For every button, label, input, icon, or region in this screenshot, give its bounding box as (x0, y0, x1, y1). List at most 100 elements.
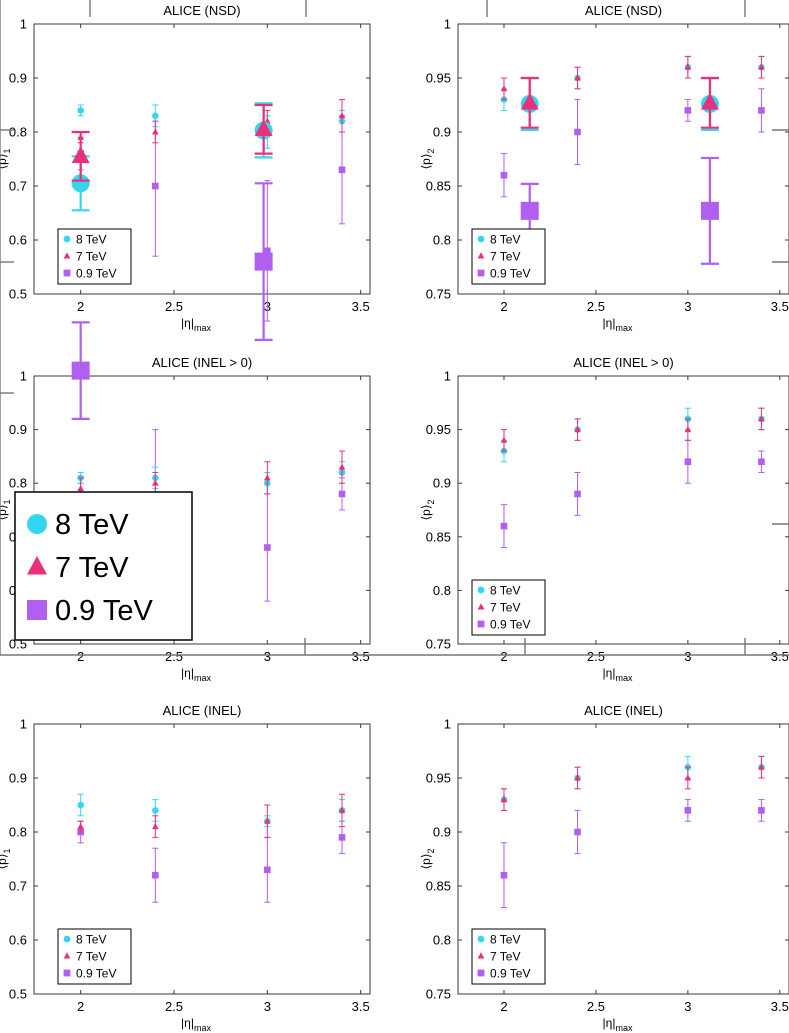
y-tick-label: 0.9 (433, 476, 451, 491)
data-point (684, 774, 692, 781)
y-tick-label: 0.95 (426, 71, 451, 86)
overlay-point (71, 174, 90, 193)
data-point (264, 474, 271, 481)
series-7-tev (77, 793, 346, 838)
x-tick-label: 3 (684, 999, 691, 1014)
y-axis-label: ⟨p⟩1 (0, 499, 12, 520)
plot-frame (457, 23, 789, 295)
data-point (152, 822, 159, 830)
y-axis-label-main: ⟨p⟩ (419, 504, 433, 520)
data-point (684, 425, 692, 433)
plot-frame (33, 23, 371, 295)
series-0-9-tev (500, 88, 765, 198)
data-point (77, 107, 84, 114)
data-point (758, 458, 765, 466)
y-axis-label-sub: 1 (2, 148, 12, 153)
y-tick-label: 0.85 (426, 179, 451, 194)
chart-title: ALICE (NSD) (585, 3, 662, 18)
legend-label: 7 TeV (76, 250, 106, 264)
x-axis-label: |η|max (603, 666, 633, 683)
x-axis-label-main: |η| (181, 666, 194, 680)
legend-marker (477, 935, 485, 943)
x-tick-label: 3 (684, 649, 691, 664)
data-point (500, 795, 508, 803)
x-tick-label: 3.5 (352, 299, 370, 314)
chart-title: ALICE (NSD) (163, 3, 240, 18)
y-tick-label: 0.95 (426, 771, 451, 786)
data-point (684, 107, 692, 114)
x-axis-label-sub: max (194, 1023, 212, 1033)
series-8-tev (500, 407, 765, 463)
y-axis-label-main: ⟨p⟩ (419, 853, 433, 869)
y-tick-label: 0.5 (9, 287, 27, 302)
legend-label: 7 TeV (490, 601, 520, 615)
y-tick-label: 1 (20, 717, 27, 732)
x-axis-label-sub: max (194, 323, 212, 333)
x-axis-label-sub: max (615, 323, 633, 333)
data-point (264, 817, 271, 824)
data-point (500, 522, 508, 530)
y-axis-label-main: ⟨p⟩ (0, 504, 9, 520)
series-0-9-tev (500, 439, 765, 549)
y-tick-label: 1 (444, 17, 451, 32)
y-axis-label-main: ⟨p⟩ (0, 153, 9, 169)
overlay-markers (71, 102, 273, 341)
data-point (264, 866, 271, 874)
y-tick-label: 0.85 (426, 529, 451, 544)
x-tick-label: 3 (264, 649, 271, 664)
series-7-tev (500, 407, 765, 452)
x-tick-label: 3 (264, 999, 271, 1014)
x-axis-label: |η|max (603, 316, 633, 333)
x-tick-label: 2.5 (165, 649, 183, 664)
y-tick-label: 0.8 (9, 125, 27, 140)
legend-marker (477, 952, 485, 959)
x-axis-label: |η|max (181, 666, 211, 683)
data-point (264, 544, 271, 551)
series-8-tev (500, 755, 765, 811)
y-tick-label: 0.8 (433, 933, 451, 948)
y-axis-label-main: ⟨p⟩ (419, 153, 433, 169)
series-7-tev (500, 755, 765, 811)
overlay-point (700, 92, 719, 110)
data-point (758, 63, 765, 70)
legend-marker (477, 586, 485, 594)
big-legend-marker (27, 600, 47, 620)
data-point (152, 807, 159, 814)
legend-marker (63, 269, 71, 277)
legend-marker (63, 252, 71, 259)
legend-marker (63, 235, 71, 243)
chart-panel: ALICE (NSD)0.50.60.70.80.9122.533.5|η|ma… (0, 3, 371, 341)
y-tick-label: 0.7 (9, 879, 27, 894)
y-tick-label: 0.9 (9, 71, 27, 86)
y-tick-label: 0.8 (9, 476, 27, 491)
y-tick-label: 0.9 (433, 125, 451, 140)
x-tick-label: 2 (77, 299, 84, 314)
data-point (684, 807, 692, 814)
screenshot-artifacts (0, 0, 789, 656)
y-axis-label: ⟨p⟩1 (0, 848, 12, 869)
x-axis-label-sub: max (194, 673, 212, 683)
y-axis-label: ⟨p⟩2 (419, 848, 436, 869)
legend-label: 7 TeV (76, 950, 106, 964)
x-tick-label: 2 (77, 649, 84, 664)
legend-label: 8 TeV (490, 233, 520, 247)
series-8-tev (500, 55, 765, 111)
x-tick-label: 3.5 (771, 299, 789, 314)
x-axis-label-sub: max (615, 1023, 633, 1033)
y-tick-label: 0.9 (9, 771, 27, 786)
y-tick-label: 0.75 (426, 987, 451, 1002)
data-point (264, 247, 271, 255)
x-tick-label: 2.5 (165, 299, 183, 314)
big-legend-marker (27, 514, 47, 534)
overlay-point (254, 119, 273, 137)
x-axis-label: |η|max (181, 316, 211, 333)
overlay-point (71, 146, 90, 164)
x-axis-label-main: |η| (603, 666, 616, 680)
legend-label: 0.9 TeV (490, 267, 530, 281)
data-point (500, 85, 508, 92)
panels: ALICE (NSD)0.50.60.70.80.9122.533.5|η|ma… (0, 3, 789, 1033)
data-point (500, 871, 508, 879)
data-point (152, 128, 159, 135)
legend: 8 TeV 7 TeV 0.9 TeV (57, 228, 132, 285)
